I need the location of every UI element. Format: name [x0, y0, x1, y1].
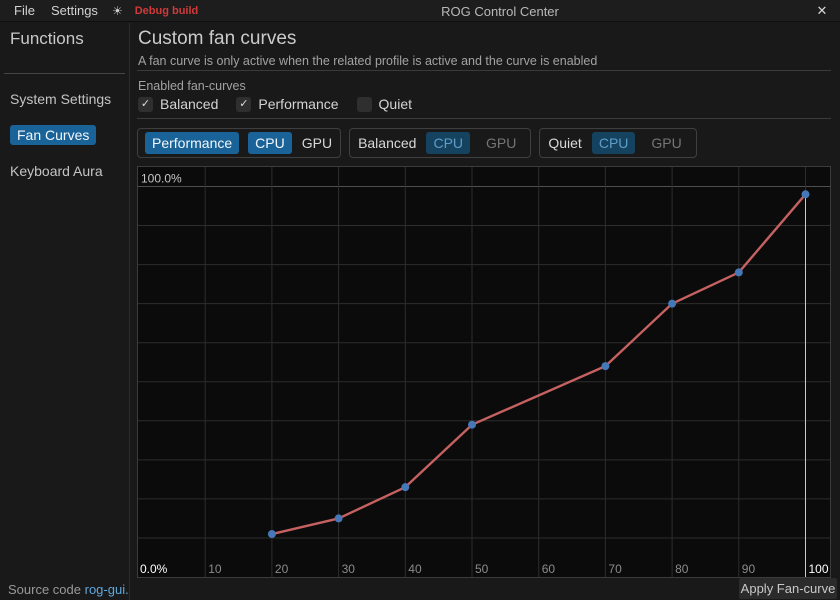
apply-fan-curve-button[interactable]: Apply Fan-curve	[739, 578, 837, 599]
sidebar-item-label: Fan Curves	[10, 125, 97, 145]
x-tick-label: 100	[809, 562, 829, 576]
rog-gui-link[interactable]: rog-gui.	[84, 582, 129, 597]
tab-quiet-gpu[interactable]: GPU	[651, 134, 682, 151]
source-code-line: Source code rog-gui.	[8, 582, 129, 597]
fan-curve-point[interactable]	[267, 530, 276, 539]
sidebar-item-keyboard-aura[interactable]: Keyboard Aura	[0, 155, 129, 187]
y-max-label: 100.0%	[141, 172, 182, 186]
fan-curve-line	[271, 193, 807, 536]
page-title: Custom fan curves	[138, 28, 297, 49]
fan-curve-chart[interactable]: 10 20 30 40 50 60 70 80 90 100 100.0% 0.0%	[137, 166, 831, 578]
x-tick-label: 30	[342, 562, 356, 576]
tab-profile-performance[interactable]: Performance	[145, 131, 240, 155]
fan-curve-plot[interactable]: 10 20 30 40 50 60 70 80 90 100 100.0% 0.0%	[138, 167, 830, 577]
x-tick-label: 20	[275, 562, 289, 576]
tab-profile-quiet[interactable]: Quiet	[548, 134, 582, 151]
x-tick-label: 40	[408, 562, 422, 576]
x-tick-label: 90	[742, 562, 756, 576]
separator	[137, 70, 831, 71]
curve-selector-row: Performance CPU GPU Balanced CPU GPU Qui…	[137, 128, 697, 158]
fan-curve-point[interactable]	[668, 299, 677, 308]
page-subtitle: A fan curve is only active when the rela…	[138, 54, 598, 68]
titlebar: File Settings ☀ Debug build ROG Control …	[0, 0, 840, 22]
menu-file[interactable]: File	[14, 3, 35, 18]
fan-curve-point[interactable]	[401, 483, 410, 492]
x-tick-label: 50	[475, 562, 489, 576]
sidebar-heading: Functions	[10, 29, 84, 48]
checkbox-quiet[interactable]: Quiet	[356, 96, 413, 112]
tab-balanced-gpu[interactable]: GPU	[486, 134, 517, 151]
window-title: ROG Control Center	[441, 3, 559, 19]
source-code-text: Source code	[8, 582, 81, 597]
tab-performance-cpu[interactable]: CPU	[248, 131, 292, 155]
curve-group-balanced: Balanced CPU GPU	[349, 128, 532, 158]
checkbox-label: Balanced	[160, 96, 219, 112]
enabled-fan-curves-label: Enabled fan-curves	[138, 79, 246, 93]
fan-curve-point[interactable]	[801, 190, 810, 199]
curve-group-performance: Performance CPU GPU	[137, 128, 342, 158]
x-tick-label: 10	[208, 562, 222, 576]
x-tick-label: 70	[608, 562, 622, 576]
sidebar-item-label: Keyboard Aura	[10, 163, 103, 179]
checkbox-balanced[interactable]: ✓ Balanced	[138, 96, 218, 112]
fan-curve-point[interactable]	[601, 362, 610, 371]
menu-settings[interactable]: Settings	[50, 3, 98, 18]
checkbox-performance[interactable]: ✓ Performance	[236, 96, 339, 112]
curve-group-quiet: Quiet CPU GPU	[539, 128, 697, 158]
x-tick-label: 80	[675, 562, 689, 576]
x-tick-label: 60	[542, 562, 556, 576]
sidebar-item-system-settings[interactable]: System Settings	[0, 83, 129, 115]
checkbox-icon: ✓	[138, 96, 153, 112]
close-icon[interactable]: ✕	[816, 3, 828, 18]
checkbox-icon	[356, 96, 372, 112]
checkbox-label: Performance	[258, 96, 339, 112]
separator	[137, 118, 831, 119]
enabled-curves-checkbox-row: ✓ Balanced ✓ Performance Quiet	[138, 96, 412, 112]
theme-toggle-sun-icon[interactable]: ☀	[111, 3, 123, 18]
tab-performance-gpu[interactable]: GPU	[301, 134, 333, 151]
tab-quiet-cpu[interactable]: CPU	[591, 131, 636, 155]
sidebar-item-fan-curves[interactable]: Fan Curves	[0, 119, 129, 151]
tab-balanced-cpu[interactable]: CPU	[426, 131, 471, 155]
checkbox-icon: ✓	[236, 96, 252, 112]
checkbox-label: Quiet	[378, 96, 413, 112]
fan-curve-point[interactable]	[468, 420, 476, 429]
debug-build-badge: Debug build	[134, 4, 199, 17]
sidebar-separator	[4, 73, 125, 74]
sidebar-item-label: System Settings	[10, 91, 112, 107]
sidebar: Functions System Settings Fan Curves Key…	[0, 23, 130, 600]
y-min-label: 0.0%	[140, 562, 168, 576]
fan-curve-point[interactable]	[334, 514, 343, 523]
tab-profile-balanced[interactable]: Balanced	[358, 134, 417, 151]
fan-curve-point[interactable]	[734, 268, 743, 277]
